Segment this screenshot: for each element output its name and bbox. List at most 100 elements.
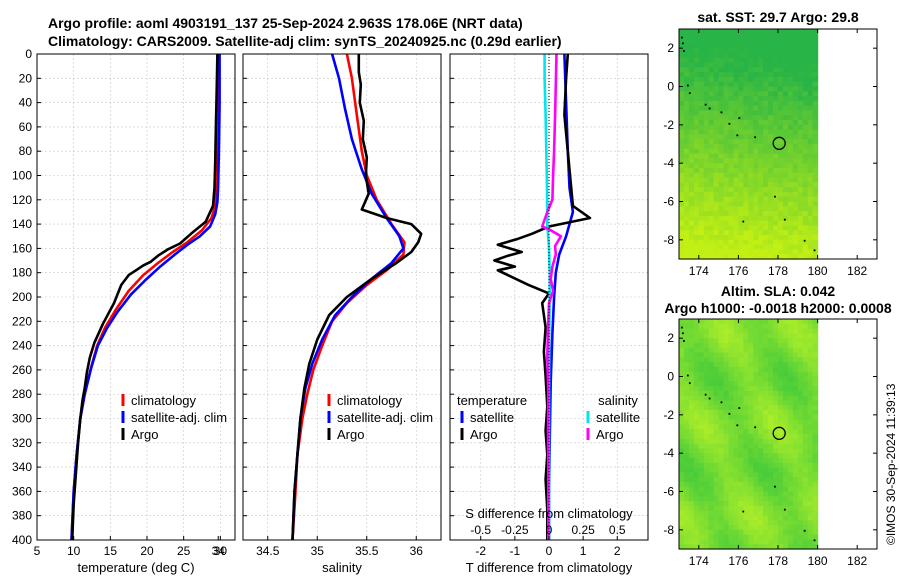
field-cell [693,220,700,227]
field-cell [703,254,710,260]
field-cell [763,153,769,159]
field-cell [684,429,690,435]
field-cell [698,448,705,454]
field-cell [743,434,749,440]
field-cell [783,163,789,169]
field-cell [783,172,789,179]
field-cell [743,72,749,78]
field-cell [708,215,715,222]
field-cell [778,328,784,334]
field-cell [728,352,735,358]
field-cell [753,448,759,454]
field-cell [713,505,720,512]
field-cell [728,390,735,397]
field-cell [703,338,710,344]
field-cell [743,163,749,169]
field-cell [797,491,804,497]
field-cell [723,120,730,126]
field-cell [783,395,789,402]
field-cell [728,515,735,521]
field-cell [812,477,819,483]
field-cell [778,158,784,164]
field-cell [743,424,749,430]
field-cell [773,472,779,478]
field-cell [693,225,700,231]
field-cell [807,376,814,382]
field-cell [679,86,685,92]
field-cell [783,414,789,421]
field-cell [698,414,705,421]
field-cell [718,491,725,497]
field-cell [812,419,819,425]
field-cell [703,163,710,169]
field-cell [713,120,720,126]
field-cell [743,414,749,421]
field-cell [718,182,725,188]
field-cell [688,381,695,387]
field-cell [812,323,819,330]
field-cell [778,429,784,435]
field-cell [679,177,685,183]
field-cell [738,486,744,493]
field-cell [733,405,739,411]
field-cell [758,86,764,92]
field-cell [748,148,754,155]
field-cell [688,438,695,445]
field-cell [787,81,794,88]
field-cell [684,187,690,193]
field-cell [768,366,774,373]
field-cell [718,168,725,174]
field-cell [693,424,700,430]
field-cell [773,67,779,73]
field-cell [807,100,814,107]
field-cell [728,414,735,421]
field-cell [758,134,764,140]
field-cell [807,91,814,97]
field-cell [728,505,735,512]
field-cell [703,91,710,97]
field-cell [778,144,784,150]
field-cell [723,168,730,174]
field-cell [693,371,700,378]
field-cell [684,62,690,68]
field-cell [684,525,690,531]
field-cell [723,182,730,188]
field-cell [802,366,809,373]
field-cell [728,100,735,107]
field-cell [807,414,814,421]
field-cell [783,462,789,469]
field-cell [728,424,735,430]
field-cell [688,323,695,330]
field-cell [738,100,744,107]
field-cell [758,33,764,40]
field-cell [792,529,799,536]
field-cell [787,323,794,330]
field-cell [787,191,794,198]
field-cell [738,168,744,174]
field-cell [693,153,700,159]
field-cell [787,254,794,260]
field-cell [684,191,690,198]
field-cell [807,191,814,198]
field-cell [773,319,779,325]
field-cell [728,429,735,435]
field-cell [684,405,690,411]
field-cell [723,148,730,155]
island-marker [728,122,731,125]
field-cell [688,429,695,435]
field-cell [797,139,804,145]
field-cell [783,347,789,354]
field-cell [728,534,735,540]
field-cell [703,414,710,421]
field-cell [748,220,754,227]
field-cell [783,333,789,339]
field-cell [778,481,784,488]
field-cell [693,67,700,73]
field-cell [728,491,735,497]
field-cell [797,215,804,222]
field-cell [693,438,700,445]
field-cell [718,381,725,387]
field-cell [812,438,819,445]
field-cell [753,249,759,255]
field-cell [688,115,695,121]
